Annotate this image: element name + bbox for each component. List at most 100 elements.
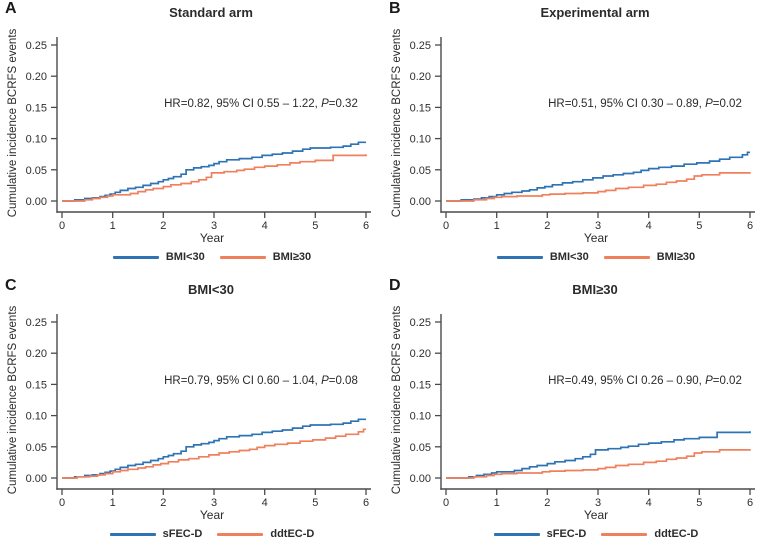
x-tick-label: 1 — [494, 220, 500, 232]
x-tick-label: 3 — [595, 220, 601, 232]
hr-annotation-pre: HR=0.51, 95% CI 0.30 – 0.89, — [548, 98, 706, 110]
legend-item: BMI<30 — [112, 251, 205, 263]
y-tick-label: 0.10 — [410, 411, 431, 423]
legend-item: ddtEC-D — [601, 528, 698, 540]
y-tick-label: 0.10 — [26, 411, 47, 423]
x-tick-label: 5 — [312, 497, 318, 509]
x-tick-label: 3 — [211, 220, 217, 232]
panel-title: BMI≥30 — [572, 282, 618, 297]
y-tick-label: 0.15 — [26, 379, 47, 391]
p-italic: P — [321, 375, 329, 387]
y-tick-label: 0.15 — [410, 379, 431, 391]
legend-item: BMI≥30 — [603, 251, 696, 263]
panel-title: Experimental arm — [540, 5, 650, 20]
x-tick-label: 3 — [211, 497, 217, 509]
panel-letter: D — [389, 277, 401, 294]
x-axis-label: Year — [583, 231, 609, 245]
legend-label: ddtEC-D — [654, 528, 699, 540]
y-tick-label: 0.25 — [26, 317, 47, 329]
y-tick-label: 0.15 — [410, 102, 431, 114]
y-tick-label: 0.20 — [410, 71, 431, 83]
y-tick-label: 0.00 — [26, 473, 47, 485]
x-tick-label: 5 — [312, 220, 318, 232]
hr-annotation-post: =0.02 — [712, 375, 742, 387]
hr-annotation: HR=0.79, 95% CI 0.60 – 1.04, P=0.08 — [150, 375, 372, 387]
panel-letter: A — [5, 0, 17, 17]
x-axis-label: Year — [199, 508, 225, 522]
y-tick-label: 0.15 — [26, 102, 47, 114]
y-tick-label: 0.05 — [26, 442, 47, 454]
x-tick-label: 1 — [110, 497, 116, 509]
legend-line-swatch-blue — [496, 255, 543, 259]
x-axis-label: Year — [583, 508, 609, 522]
legend-item: sFEC-D — [493, 528, 587, 540]
hr-annotation-pre: HR=0.82, 95% CI 0.55 – 1.22, — [164, 98, 322, 110]
step-curve — [446, 172, 751, 202]
legend: sFEC-D ddtEC-D — [57, 528, 367, 540]
p-italic: P — [705, 98, 713, 110]
hr-annotation-post: =0.02 — [712, 98, 742, 110]
hr-annotation-pre: HR=0.49, 95% CI 0.26 – 0.90, — [548, 375, 706, 387]
hr-annotation: HR=0.82, 95% CI 0.55 – 1.22, P=0.32 — [150, 98, 372, 110]
legend-label: sFEC-D — [546, 528, 587, 540]
panel-d-bmi-ge-30: D BMI≥30 Cumulative incidence BCRFS even… — [384, 277, 767, 553]
step-plot: 0.00 0.05 0.10 0.15 0.20 0.25 0 1 2 3 4 5 6 — [410, 314, 755, 509]
step-curve — [62, 141, 366, 202]
x-tick-label: 0 — [443, 220, 449, 232]
hr-annotation: HR=0.49, 95% CI 0.26 – 0.90, P=0.02 — [534, 375, 756, 387]
y-tick-label: 0.00 — [410, 473, 431, 485]
x-tick-label: 0 — [59, 497, 65, 509]
hr-annotation-pre: HR=0.79, 95% CI 0.60 – 1.04, — [164, 375, 322, 387]
y-tick-label: 0.10 — [410, 134, 431, 146]
legend-label: BMI≥30 — [272, 251, 312, 263]
step-plot: 0.00 0.05 0.10 0.15 0.20 0.25 0 1 2 3 4 5 6 — [410, 37, 755, 232]
step-plot: 0.00 0.05 0.10 0.15 0.20 0.25 0 1 2 3 4 5 6 — [26, 37, 371, 232]
legend-line-swatch-blue — [109, 532, 156, 536]
legend-label: BMI<30 — [549, 251, 589, 263]
x-tick-label: 1 — [494, 497, 500, 509]
y-tick-label: 0.20 — [26, 71, 47, 83]
hr-annotation-post: =0.08 — [328, 375, 358, 387]
legend-label: BMI<30 — [165, 251, 205, 263]
legend-item: ddtEC-D — [217, 528, 314, 540]
legend-line-swatch-blue — [493, 532, 540, 536]
hr-annotation-post: =0.32 — [328, 98, 358, 110]
y-tick-label: 0.05 — [26, 165, 47, 177]
x-tick-label: 0 — [443, 497, 449, 509]
step-curve — [446, 449, 751, 479]
legend: sFEC-D ddtEC-D — [441, 528, 751, 540]
legend-label: ddtEC-D — [270, 528, 315, 540]
panel-b-experimental-arm: B Experimental arm Cumulative incidence … — [384, 0, 767, 276]
x-tick-label: 2 — [544, 220, 550, 232]
y-tick-label: 0.25 — [26, 40, 47, 52]
legend-line-swatch-orange — [601, 532, 648, 536]
y-tick-label: 0.05 — [410, 442, 431, 454]
x-tick-label: 1 — [110, 220, 116, 232]
panel-title: BMI<30 — [188, 282, 234, 297]
y-tick-label: 0.10 — [26, 134, 47, 146]
legend: BMI<30 BMI≥30 — [441, 251, 751, 263]
x-tick-label: 2 — [160, 220, 166, 232]
legend-label: BMI≥30 — [656, 251, 696, 263]
y-tick-label: 0.20 — [410, 348, 431, 360]
panel-letter: C — [5, 277, 17, 294]
x-tick-label: 5 — [696, 220, 702, 232]
step-curve — [446, 431, 751, 479]
legend-label: sFEC-D — [162, 528, 203, 540]
x-tick-label: 2 — [544, 497, 550, 509]
x-tick-label: 6 — [363, 497, 369, 509]
legend-line-swatch-blue — [112, 255, 159, 259]
step-curve — [446, 151, 750, 202]
x-tick-label: 0 — [59, 220, 65, 232]
x-tick-label: 4 — [646, 220, 652, 232]
x-tick-label: 4 — [262, 220, 268, 232]
step-curve — [62, 418, 366, 479]
legend: BMI<30 BMI≥30 — [57, 251, 367, 263]
y-tick-label: 0.20 — [26, 348, 47, 360]
legend-line-swatch-orange — [217, 532, 264, 536]
y-tick-label: 0.25 — [410, 317, 431, 329]
panel-letter: B — [389, 0, 401, 17]
hr-annotation: HR=0.51, 95% CI 0.30 – 0.89, P=0.02 — [534, 98, 756, 110]
p-italic: P — [705, 375, 713, 387]
